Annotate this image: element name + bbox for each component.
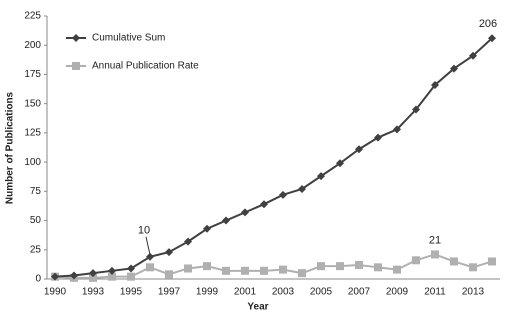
y-tick-label: 200 [24,40,41,51]
marker [450,257,458,266]
marker [165,248,173,257]
marker [260,266,268,275]
marker [469,263,477,272]
x-tick-label: 1990 [44,287,67,298]
x-tick-label: 2003 [272,287,295,298]
x-tick-label: 2005 [310,287,333,298]
marker [127,272,135,281]
x-tick-label: 2009 [386,287,409,298]
x-tick-label: 2007 [348,287,371,298]
y-tick-label: 100 [24,157,41,168]
marker [279,190,287,199]
legend-label: Cumulative Sum [92,33,165,44]
annotation-arrow [145,236,151,255]
marker [317,262,325,271]
marker [146,263,154,272]
marker [108,266,116,275]
marker [72,62,80,70]
marker [165,270,173,279]
x-tick-label: 1997 [158,287,181,298]
marker [127,264,135,273]
y-tick-label: 25 [30,244,42,255]
marker [241,208,249,217]
y-tick-label: 150 [24,98,41,109]
marker [203,262,211,271]
y-axis-title: Number of Publications [5,91,16,204]
marker [374,133,382,142]
legend-label: Annual Publication Rate [92,61,199,72]
x-tick-label: 1995 [120,287,143,298]
marker [51,272,59,281]
marker [298,269,306,278]
marker [279,265,287,274]
marker [488,34,496,43]
x-tick-label: 1999 [196,287,219,298]
marker [146,252,154,261]
marker [89,273,97,282]
marker [393,125,401,134]
marker [412,105,420,114]
marker [222,216,230,225]
marker [70,271,78,280]
annotation: 206 [479,18,497,30]
marker [336,159,344,168]
marker [374,263,382,272]
marker [317,172,325,181]
series-line [54,37,493,278]
x-tick-label: 1993 [82,287,105,298]
marker [203,224,211,233]
marker [393,265,401,274]
marker [431,250,439,259]
x-tick-label: 2011 [424,287,446,298]
y-tick-label: 125 [24,128,41,139]
x-tick-label: 2013 [462,287,485,298]
y-tick-label: 175 [24,69,41,80]
series-line [54,253,493,279]
marker [488,257,496,266]
marker [355,260,363,269]
y-tick-label: 225 [24,11,41,22]
x-axis-title: Year [247,302,268,313]
y-tick-label: 75 [30,186,42,197]
marker [336,262,344,271]
marker [89,269,97,278]
marker [469,51,477,60]
y-tick-label: 0 [35,274,41,285]
marker [184,237,192,246]
y-tick-label: 50 [30,215,42,226]
marker [108,272,116,281]
annotation: 10 [138,225,150,237]
marker [72,34,80,42]
marker [298,184,306,193]
marker [260,200,268,209]
marker [355,145,363,154]
x-tick-label: 2001 [234,287,257,298]
marker [431,80,439,89]
marker [412,256,420,265]
annotation: 21 [429,234,441,246]
marker [184,264,192,273]
marker [450,64,458,73]
marker [241,266,249,275]
marker [222,266,230,275]
